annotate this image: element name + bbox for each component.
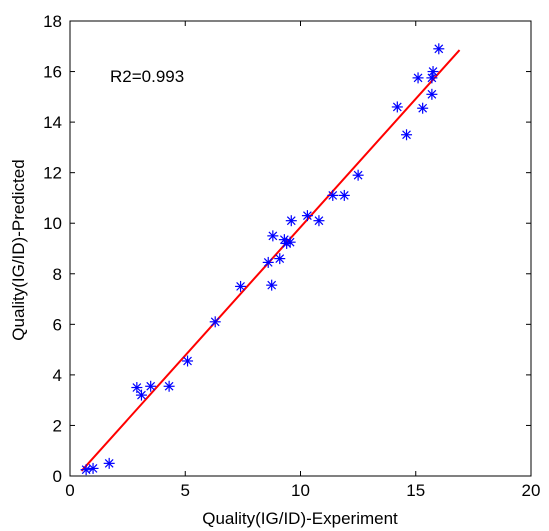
data-point-marker: [401, 129, 413, 141]
x-tick-label: 20: [522, 481, 541, 500]
data-point-marker: [182, 355, 194, 367]
data-point-marker: [80, 464, 92, 476]
data-point-marker: [262, 256, 274, 268]
r2-annotation: R2=0.993: [110, 67, 184, 86]
y-tick-label: 4: [53, 366, 62, 385]
data-point-marker: [426, 88, 438, 100]
y-tick-label: 14: [43, 113, 62, 132]
y-tick-label: 18: [43, 12, 62, 31]
data-point-marker: [274, 253, 286, 265]
data-point-marker: [427, 66, 439, 78]
data-point-marker: [145, 380, 157, 392]
data-point-marker: [327, 189, 339, 201]
y-tick-label: 10: [43, 214, 62, 233]
data-point-marker: [301, 210, 313, 222]
y-tick-label: 0: [53, 467, 62, 486]
data-point-marker: [163, 380, 175, 392]
data-point-marker: [313, 215, 325, 227]
ticks-layer: 0 5 10 15 20 0 2 4 6 8 10 12 14 16 18: [43, 12, 540, 500]
y-tick-label: 16: [43, 63, 62, 82]
data-point-marker: [87, 462, 99, 474]
x-tick-label: 5: [181, 481, 190, 500]
x-tick-label: 0: [65, 481, 74, 500]
data-point-marker: [267, 230, 279, 242]
data-point-marker: [209, 316, 221, 328]
y-tick-label: 12: [43, 164, 62, 183]
data-point-marker: [131, 382, 143, 394]
y-tick-label: 2: [53, 416, 62, 435]
data-point-marker: [285, 215, 297, 227]
y-tick-label: 8: [53, 265, 62, 284]
marks-layer: [80, 43, 461, 476]
data-point-marker: [266, 279, 278, 291]
data-point-marker: [284, 236, 296, 248]
y-tick-label: 6: [53, 315, 62, 334]
y-axis-label: Quality(IG/ID)-Predicted: [9, 159, 28, 340]
plot-area: [70, 21, 531, 476]
data-point-marker: [417, 102, 429, 114]
data-point-marker: [338, 189, 350, 201]
data-point-marker: [135, 389, 147, 401]
x-tick-label: 15: [406, 481, 425, 500]
data-point-marker: [433, 43, 445, 55]
x-tick-label: 10: [291, 481, 310, 500]
data-point-marker: [103, 457, 115, 469]
plot-frame: [69, 20, 532, 477]
x-axis-label: Quality(IG/ID)-Experiment: [202, 509, 398, 528]
data-point-marker: [352, 169, 364, 181]
data-point-marker: [235, 280, 247, 292]
data-point-marker: [412, 72, 424, 84]
data-point-marker: [391, 101, 403, 113]
